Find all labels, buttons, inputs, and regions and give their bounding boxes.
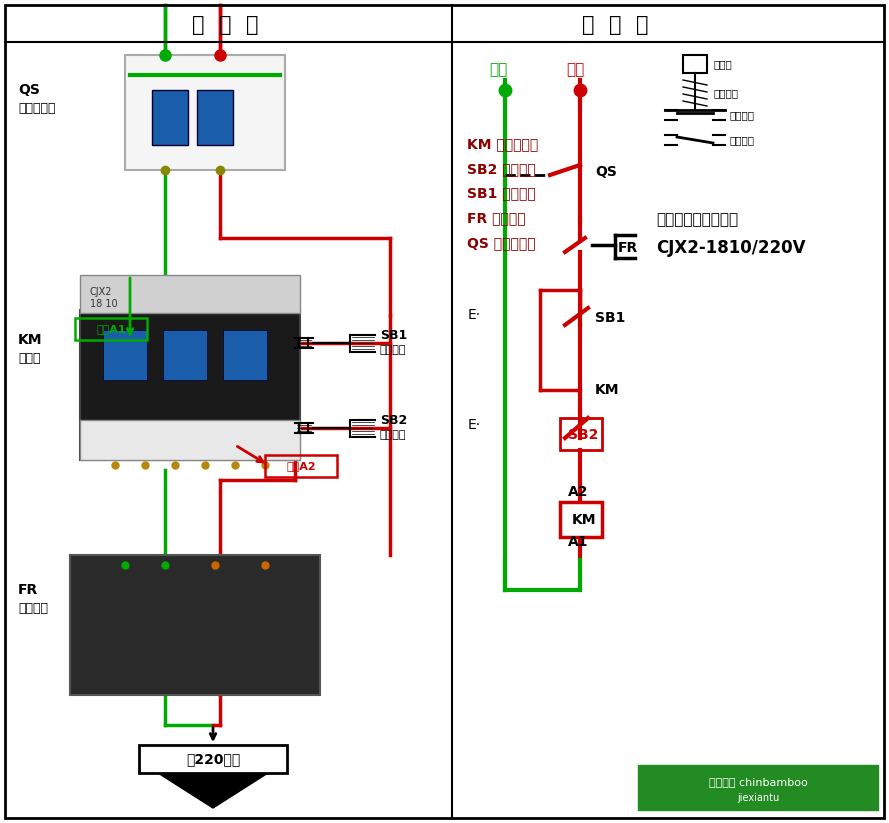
Bar xyxy=(80,420,300,460)
Text: QS: QS xyxy=(595,165,617,179)
Text: CJX2: CJX2 xyxy=(90,287,113,297)
Text: QS: QS xyxy=(18,83,40,97)
Text: 线圈A1: 线圈A1 xyxy=(96,324,126,334)
Bar xyxy=(638,765,878,810)
Text: FR 热继电器: FR 热继电器 xyxy=(467,211,525,226)
Polygon shape xyxy=(158,773,268,808)
Bar xyxy=(560,502,602,537)
Text: KM: KM xyxy=(18,333,43,347)
Text: 常开触头: 常开触头 xyxy=(730,135,755,145)
Text: 启动按鈕: 启动按鈕 xyxy=(380,430,406,440)
Text: SB2: SB2 xyxy=(380,413,407,426)
Text: 原  理  图: 原 理 图 xyxy=(581,15,648,35)
Text: SB2: SB2 xyxy=(568,428,598,442)
Text: jiexiantu: jiexiantu xyxy=(737,793,779,803)
Text: 注：交流接触器选用: 注：交流接触器选用 xyxy=(656,212,738,227)
Text: 停止按鈕: 停止按鈕 xyxy=(380,345,406,355)
Text: 按鈕帽: 按鈕帽 xyxy=(713,59,732,69)
Bar xyxy=(70,555,320,695)
Bar xyxy=(80,275,300,313)
Bar xyxy=(265,455,337,477)
Text: 实  物  图: 实 物 图 xyxy=(192,15,258,35)
Text: SB1: SB1 xyxy=(380,328,407,342)
Text: 火线: 火线 xyxy=(566,63,584,77)
Text: A2: A2 xyxy=(568,485,589,499)
Text: CJX2-1810/220V: CJX2-1810/220V xyxy=(656,239,805,257)
Text: FR: FR xyxy=(18,583,38,597)
Text: QS 空气断路器: QS 空气断路器 xyxy=(467,235,535,250)
Text: FR: FR xyxy=(618,241,638,255)
Text: 零线: 零线 xyxy=(489,63,507,77)
Text: 百度知道 chinbamboo: 百度知道 chinbamboo xyxy=(709,777,807,787)
Text: A1: A1 xyxy=(568,535,589,549)
Text: E·: E· xyxy=(468,308,481,322)
Bar xyxy=(197,90,233,145)
Text: 18 10: 18 10 xyxy=(90,299,117,309)
Text: 热继电器: 热继电器 xyxy=(18,602,48,615)
Bar xyxy=(139,745,287,773)
Bar xyxy=(683,55,707,73)
Text: 复位弹簧: 复位弹簧 xyxy=(713,88,738,98)
Text: 接触器: 接触器 xyxy=(18,351,41,365)
Text: SB1 停止按鈕: SB1 停止按鈕 xyxy=(467,186,535,201)
Bar xyxy=(163,330,207,380)
Text: 空气断路器: 空气断路器 xyxy=(18,101,55,114)
Bar xyxy=(75,318,147,340)
Bar xyxy=(223,330,267,380)
Text: KM: KM xyxy=(595,383,620,397)
Bar xyxy=(125,55,285,170)
Text: SB1: SB1 xyxy=(595,311,625,325)
Text: KM 交流接触器: KM 交流接触器 xyxy=(467,137,538,151)
Bar xyxy=(560,418,602,450)
Text: KM: KM xyxy=(572,513,597,527)
Text: 常闭触头: 常闭触头 xyxy=(730,110,755,120)
Bar xyxy=(103,330,147,380)
Bar xyxy=(80,310,300,460)
Text: SB2 启动按鈕: SB2 启动按鈕 xyxy=(467,161,535,176)
Text: 线圈A2: 线圈A2 xyxy=(286,461,316,471)
Text: 接220电机: 接220电机 xyxy=(186,752,240,766)
Text: E·: E· xyxy=(468,418,481,432)
Bar xyxy=(152,90,188,145)
